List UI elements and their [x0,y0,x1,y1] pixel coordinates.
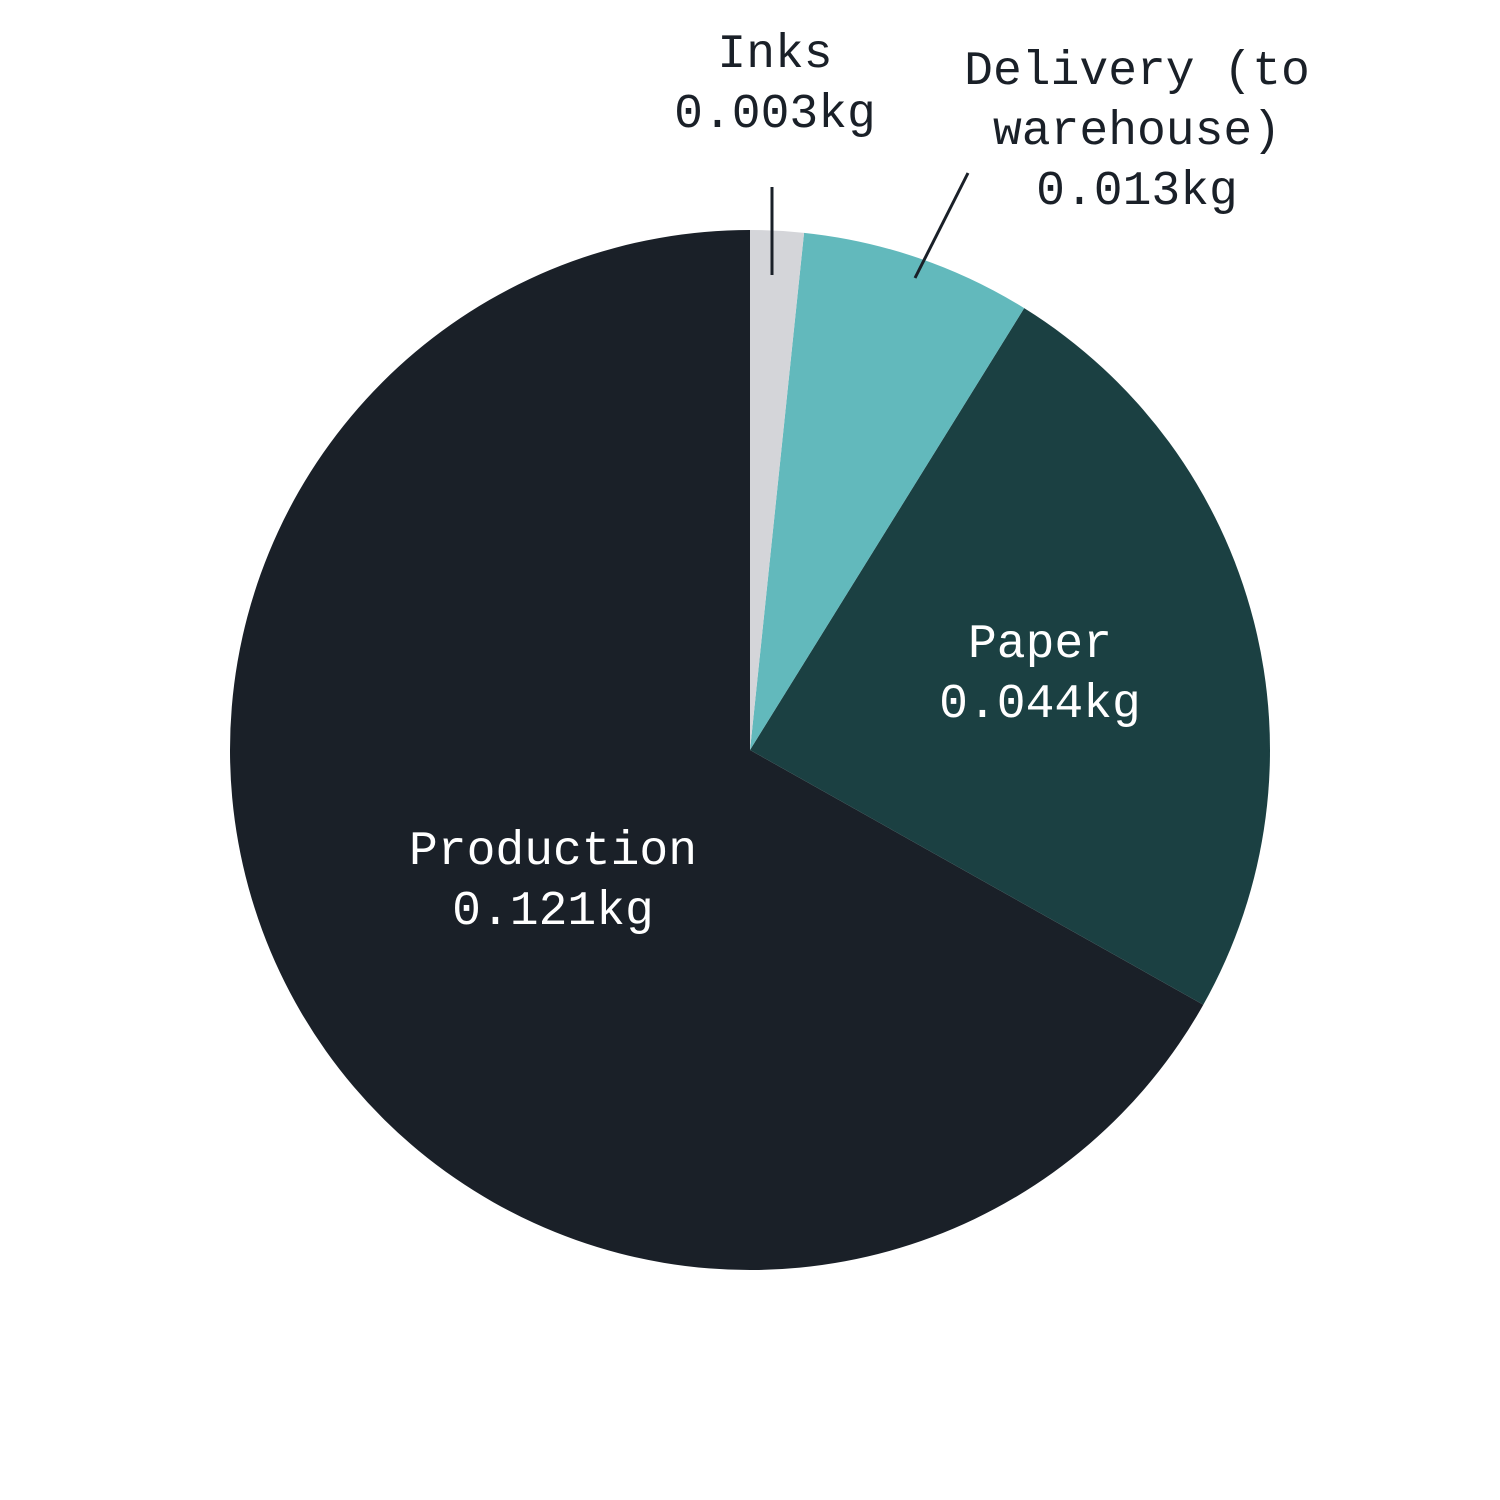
value-label: 0.044kg [939,678,1141,732]
category-label: Production [408,825,698,879]
category-label: Paper [967,618,1113,672]
value-label: 0.003kg [674,88,876,142]
pie-slice [750,232,1025,750]
slice-label: Delivery (to warehouse) 0.013kg [947,42,1327,222]
slice-label: Production 0.121kg [353,822,753,942]
slice-label: Paper 0.044kg [840,615,1240,735]
pie-slice [229,230,1204,1270]
leader-line [913,172,970,279]
slice-label: Inks 0.003kg [575,25,975,145]
pie-slice [750,308,1271,1005]
category-label: Inks [717,28,833,82]
pie-slice [750,230,805,750]
value-label: 0.013kg [1036,165,1238,219]
category-label: Delivery (to warehouse) [964,45,1310,159]
value-label: 0.121kg [452,885,654,939]
